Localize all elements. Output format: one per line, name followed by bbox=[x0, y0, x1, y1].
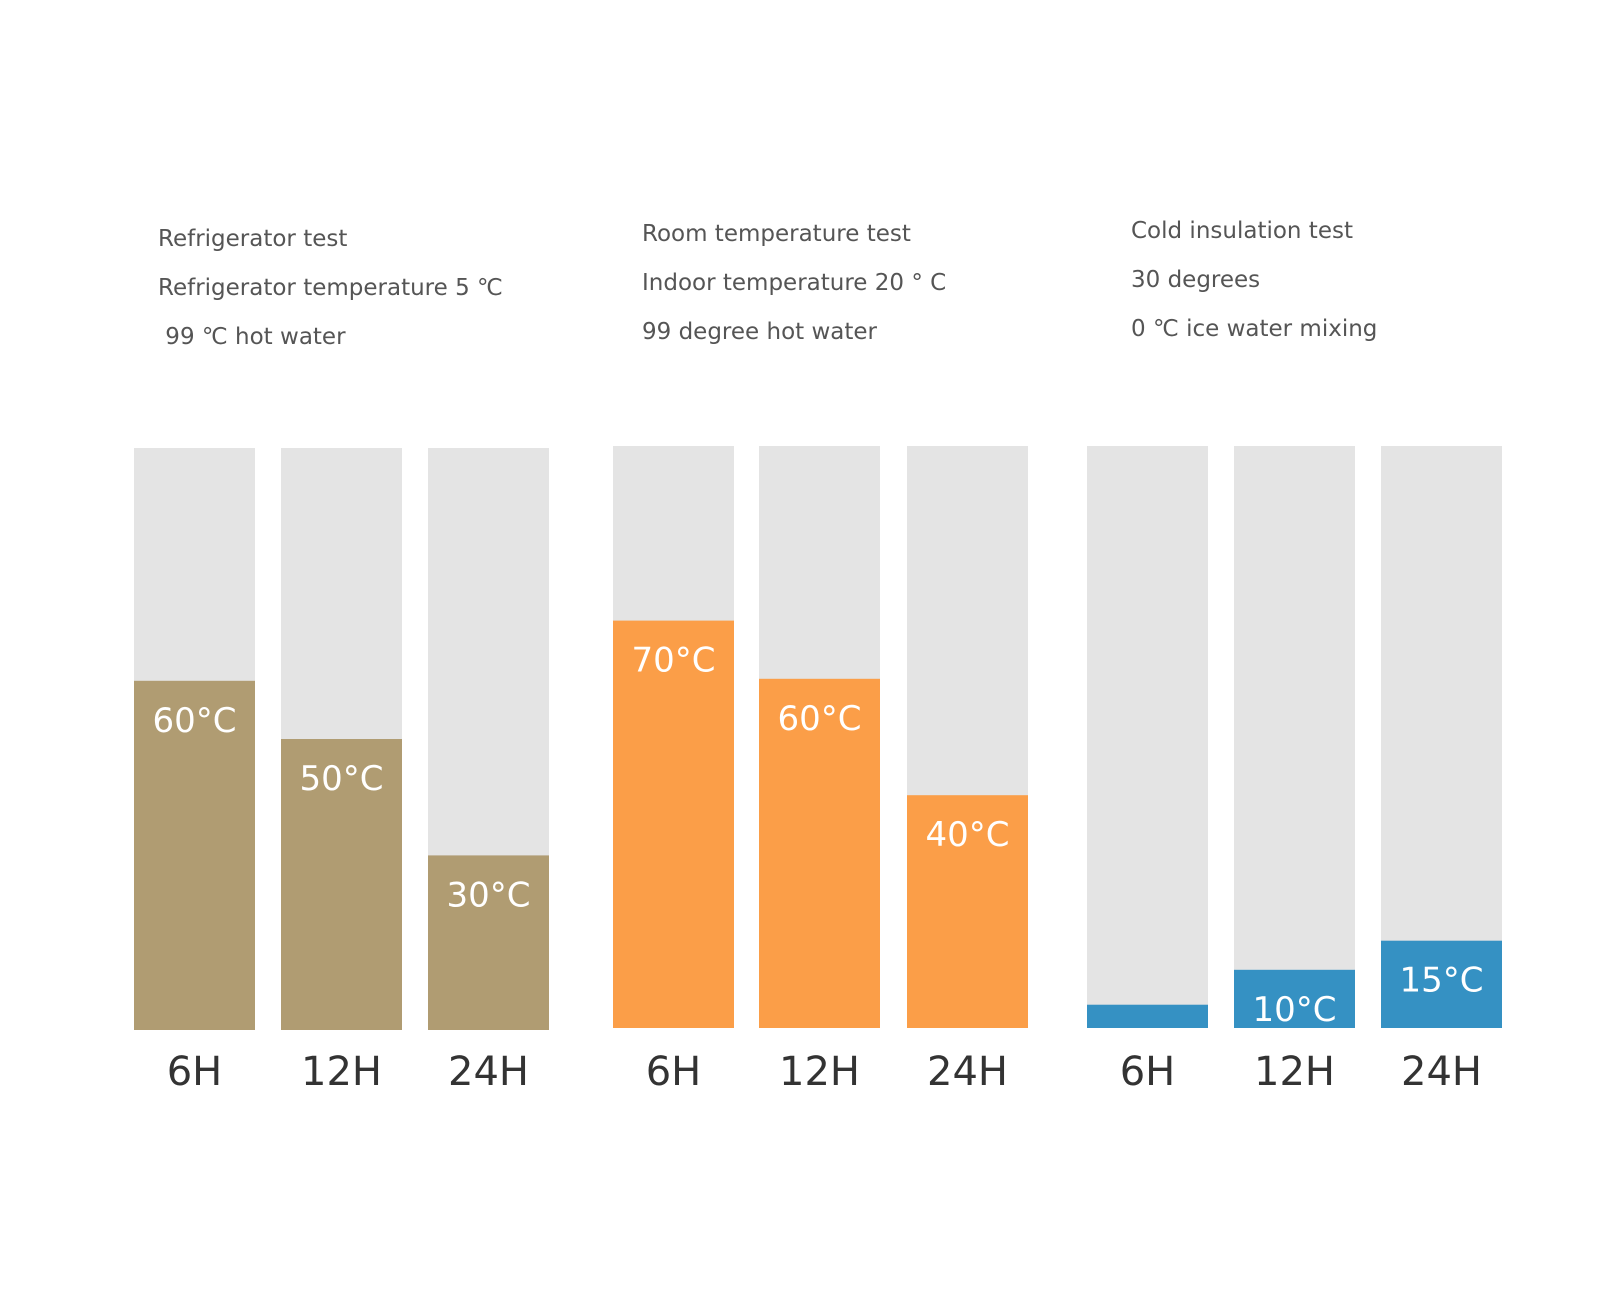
panel-3-track-2 bbox=[1234, 446, 1355, 1028]
panel-1-chart: 60°C 6H 50°C 12H 30°C 24H bbox=[134, 448, 549, 1095]
panel-1-bar-1 bbox=[134, 680, 255, 1030]
panel-1-category-label-1: 6H bbox=[167, 1049, 223, 1095]
panel-2-line-1: Indoor temperature 20 ° C bbox=[642, 270, 947, 296]
panel-2-category-label-2: 12H bbox=[779, 1049, 860, 1095]
panel-2-data-label-3: 40°C bbox=[925, 815, 1009, 855]
panel-3-data-label-3: 15°C bbox=[1399, 961, 1483, 1001]
panel-3-track-3 bbox=[1381, 446, 1502, 1028]
panel-2-bar-3 bbox=[907, 795, 1028, 1028]
panel-3-data-label-2: 10°C bbox=[1252, 990, 1336, 1030]
panel-2-line-2: 99 degree hot water bbox=[642, 319, 877, 345]
panel-1-caption: Refrigerator test Refrigerator temperatu… bbox=[158, 215, 578, 362]
panel-3-bar-3 bbox=[1381, 940, 1502, 1028]
panel-1-bar-3 bbox=[428, 855, 549, 1030]
panel-1-category-label-3: 24H bbox=[448, 1049, 529, 1095]
panel-3-category-label-3: 24H bbox=[1401, 1049, 1482, 1095]
panel-3-line-1: 30 degrees bbox=[1131, 267, 1261, 293]
panel-2-caption: Room temperature test Indoor temperature… bbox=[642, 210, 1062, 357]
panel-2-data-label-1: 70°C bbox=[631, 641, 715, 681]
panel-3-bar-1 bbox=[1087, 1004, 1208, 1028]
panel-3-caption: Cold insulation test 30 degrees 0 ℃ ice … bbox=[1131, 207, 1551, 354]
panel-3-title: Cold insulation test bbox=[1131, 218, 1353, 244]
panel-3-bar-2 bbox=[1234, 969, 1355, 1028]
panel-1-line-2: 99 ℃ hot water bbox=[158, 324, 346, 350]
panel-2-category-label-3: 24H bbox=[927, 1049, 1008, 1095]
panel-1-data-label-3: 30°C bbox=[446, 875, 530, 915]
panel-1-data-label-1: 60°C bbox=[152, 701, 236, 741]
panel-3-category-label-2: 12H bbox=[1254, 1049, 1335, 1095]
panel-2-bar-2 bbox=[759, 678, 880, 1028]
panel-3-category-label-1: 6H bbox=[1120, 1049, 1176, 1095]
panel-1-line-1: Refrigerator temperature 5 ℃ bbox=[158, 275, 503, 301]
panel-1-bar-2 bbox=[281, 739, 402, 1030]
panel-2-bar-1 bbox=[613, 620, 734, 1028]
panel-3-line-2: 0 ℃ ice water mixing bbox=[1131, 316, 1378, 342]
panel-2-data-label-2: 60°C bbox=[777, 699, 861, 739]
panel-3-track-1 bbox=[1087, 446, 1208, 1028]
panel-1-category-label-2: 12H bbox=[301, 1049, 382, 1095]
panel-2-title: Room temperature test bbox=[642, 221, 911, 247]
panel-3-data-label-1: 4°C bbox=[1116, 1025, 1178, 1065]
panel-2-chart: 70°C 6H 60°C 12H 40°C 24H bbox=[613, 446, 1028, 1095]
panel-1-data-label-2: 50°C bbox=[299, 759, 383, 799]
panel-3-chart: 4°C6H 10°C 12H 15°C 24H bbox=[1087, 446, 1502, 1095]
panel-2-category-label-1: 6H bbox=[646, 1049, 702, 1095]
panel-1-title: Refrigerator test bbox=[158, 226, 348, 252]
